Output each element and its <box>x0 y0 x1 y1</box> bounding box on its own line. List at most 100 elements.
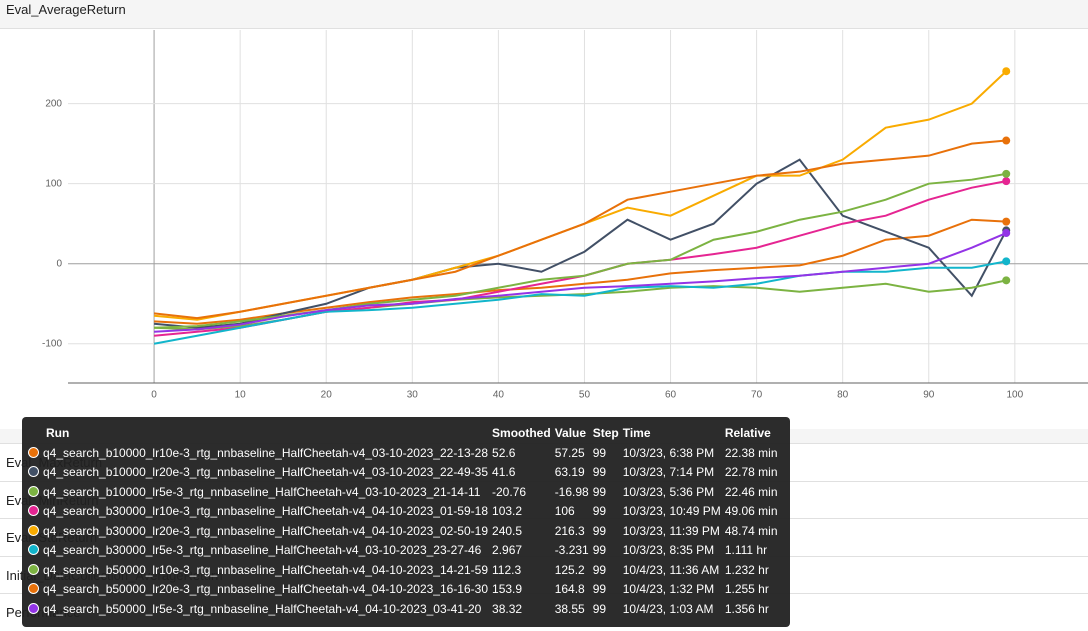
tooltip-row: q4_search_b50000_lr20e-3_rtg_nnbaseline_… <box>28 580 782 600</box>
tooltip-cell: q4_search_b50000_lr10e-3_rtg_nnbaseline_… <box>28 560 492 580</box>
cell-text: q4_search_b10000_lr20e-3_rtg_nnbaseline_… <box>43 465 489 480</box>
series-line <box>153 260 1007 345</box>
tooltip-cell: 99 <box>593 463 623 483</box>
cell-text: 48.74 min <box>724 523 778 538</box>
cell-text: -20.76 <box>492 484 527 499</box>
tooltip-cell: 38.55 <box>555 599 593 619</box>
series-line <box>154 232 1007 333</box>
tooltip-cell: 10/4/23, 1:03 AM <box>623 599 725 619</box>
cell-text: 49.06 min <box>724 504 778 519</box>
color-dot <box>28 524 39 536</box>
cell-text: 10/3/23, 6:38 PM <box>622 445 715 460</box>
cell-text: 10/4/23, 1:32 PM <box>622 582 715 597</box>
cell-text: 99 <box>592 562 607 577</box>
tooltip-cell: 10/3/23, 11:39 PM <box>623 521 725 541</box>
series-line <box>153 139 1007 320</box>
tooltip-cell: q4_search_b30000_lr10e-3_rtg_nnbaseline_… <box>28 502 492 522</box>
cell-text: q4_search_b30000_lr20e-3_rtg_nnbaseline_… <box>43 523 489 538</box>
tooltip-cell: 99 <box>593 541 623 561</box>
tooltip: Run Smoothed Value Step Time Relative q4_searc… <box>22 417 790 627</box>
color-dot <box>28 544 39 556</box>
cell-text: 153.9 <box>492 582 523 597</box>
cell-text: 125.2 <box>554 562 585 577</box>
cell-text: 1.255 hr <box>724 582 769 597</box>
tooltip-cell: q4_search_b10000_lr10e-3_rtg_nnbaseline_… <box>28 443 492 463</box>
series-line <box>154 218 1007 325</box>
column-header: Relative <box>724 426 771 440</box>
tooltip-cell: 10/3/23, 8:35 PM <box>623 541 725 561</box>
chart-card <box>0 28 1088 429</box>
cell-text: 10/4/23, 11:36 AM <box>622 562 720 577</box>
tooltip-cell: 22.78 min <box>725 463 782 483</box>
x-tick-label: 100 <box>1006 390 1023 401</box>
tooltip-cell: 99 <box>593 502 623 522</box>
x-tick-label: 70 <box>751 390 763 401</box>
tooltip-cell: 240.5 <box>492 521 555 541</box>
tooltip-cell: 112.3 <box>492 560 555 580</box>
cell-text: 1.232 hr <box>724 562 769 577</box>
color-dot <box>28 446 39 458</box>
cell-text: 106 <box>554 504 575 519</box>
tooltip-cell: 10/3/23, 5:36 PM <box>623 482 725 502</box>
x-tick-label: 90 <box>923 390 935 401</box>
tooltip-cell: q4_search_b50000_lr20e-3_rtg_nnbaseline_… <box>28 580 492 600</box>
cell-text: 99 <box>592 582 607 597</box>
cell-text: 99 <box>592 484 607 499</box>
color-dot <box>28 466 39 478</box>
cell-text: 164.8 <box>554 582 585 597</box>
cell-text: q4_search_b50000_lr5e-3_rtg_nnbaseline_H… <box>43 601 482 616</box>
cell-text: 216.3 <box>554 523 585 538</box>
column-header: Run <box>46 426 70 440</box>
tooltip-cell: 99 <box>593 560 623 580</box>
cell-text: 1.111 hr <box>724 543 768 558</box>
chart-title: Eval_AverageReturn <box>6 2 126 17</box>
cell-text: 1.356 hr <box>724 601 769 616</box>
cell-text: 63.19 <box>554 465 585 480</box>
tooltip-cell: 153.9 <box>492 580 555 600</box>
cell-text: 22.38 min <box>724 445 778 460</box>
cell-text: -16.98 <box>554 484 589 499</box>
tooltip-cell: 48.74 min <box>725 521 782 541</box>
tooltip-row: q4_search_b10000_lr20e-3_rtg_nnbaseline_… <box>28 463 782 483</box>
tooltip-row: q4_search_b50000_lr10e-3_rtg_nnbaseline_… <box>28 560 782 580</box>
tooltip-cell: 1.232 hr <box>725 560 782 580</box>
x-tick-label: 20 <box>321 390 333 401</box>
column-header: Step <box>592 426 619 440</box>
tooltip-cell: -3.231 <box>555 541 593 561</box>
tooltip-cell: 10/3/23, 7:14 PM <box>623 463 725 483</box>
tooltip-cell: 10/4/23, 1:32 PM <box>623 580 725 600</box>
cell-text: 10/3/23, 7:14 PM <box>622 465 715 480</box>
tooltip-row: q4_search_b30000_lr20e-3_rtg_nnbaseline_… <box>28 521 782 541</box>
end-point <box>1002 177 1011 186</box>
cell-text: q4_search_b30000_lr5e-3_rtg_nnbaseline_H… <box>43 543 482 558</box>
color-dot <box>28 485 39 497</box>
x-tick-label: 10 <box>235 390 247 401</box>
tooltip-cell: q4_search_b10000_lr5e-3_rtg_nnbaseline_H… <box>28 482 492 502</box>
tooltip-cell: q4_search_b50000_lr5e-3_rtg_nnbaseline_H… <box>28 599 492 619</box>
cell-text: 57.25 <box>554 445 585 460</box>
column-header: Time <box>622 426 651 440</box>
x-tick-label: 50 <box>579 390 591 401</box>
tooltip-cell: q4_search_b30000_lr5e-3_rtg_nnbaseline_H… <box>28 541 492 561</box>
tooltip-cell: -20.76 <box>492 482 555 502</box>
cell-text: 22.78 min <box>724 465 778 480</box>
tooltip-cell: -16.98 <box>555 482 593 502</box>
cell-text: 99 <box>592 465 607 480</box>
tooltip-cell: 10/3/23, 6:38 PM <box>623 443 725 463</box>
tooltip-cell: 103.2 <box>492 502 555 522</box>
color-dot <box>28 505 39 517</box>
tooltip-cell: 22.38 min <box>725 443 782 463</box>
end-point <box>1002 217 1011 226</box>
chart: 0 10 20 30 40 50 60 70 80 90 100 -100 0 100 200 <box>42 30 1088 401</box>
tooltip-row: q4_search_b50000_lr5e-3_rtg_nnbaseline_H… <box>28 599 782 619</box>
x-tick-label: 30 <box>407 390 419 401</box>
y-tick-label: 200 <box>45 98 62 109</box>
series-line <box>153 70 1007 321</box>
tooltip-cell: 1.111 hr <box>725 541 782 561</box>
cell-text: q4_search_b50000_lr10e-3_rtg_nnbaseline_… <box>43 562 489 577</box>
tooltip-cell: 22.46 min <box>725 482 782 502</box>
cell-text: 10/3/23, 5:36 PM <box>622 484 715 499</box>
tooltip-cell: q4_search_b10000_lr20e-3_rtg_nnbaseline_… <box>28 463 492 483</box>
tooltip-cell: 99 <box>593 599 623 619</box>
